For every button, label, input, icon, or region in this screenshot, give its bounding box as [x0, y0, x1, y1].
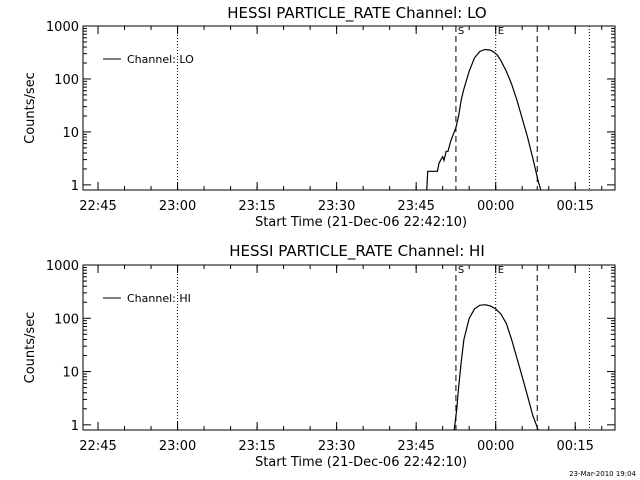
y-axis-label: Counts/sec	[23, 72, 38, 144]
x-tick-label: 23:15	[238, 439, 275, 454]
x-tick-label: 23:00	[159, 199, 196, 214]
marker-label-s: S	[458, 265, 464, 276]
panel-lo: HESSI PARTICLE_RATE Channel: LO 22:45 23:0…	[23, 4, 616, 230]
x-tick-label: 00:00	[477, 439, 514, 454]
plot-frame	[82, 264, 616, 431]
chart-title: HESSI PARTICLE_RATE Channel: HI	[229, 242, 485, 261]
x-tick-label: 22:45	[79, 199, 116, 214]
x-tick-label: 23:15	[238, 199, 275, 214]
y-tick-label: 1000	[46, 20, 79, 35]
y-tick-label: 100	[54, 312, 79, 327]
x-tick-label: 23:30	[318, 199, 355, 214]
marker-label-e: E	[498, 26, 504, 37]
y-tick-label: 10	[62, 126, 79, 141]
y-axis-label: Counts/sec	[23, 312, 38, 384]
chart-title: HESSI PARTICLE_RATE Channel: LO	[227, 4, 486, 23]
series-line	[453, 304, 539, 430]
y-tick-label: 100	[54, 73, 79, 88]
plot-frame	[82, 25, 616, 191]
marker-label-s: S	[458, 26, 464, 37]
x-tick-label: 00:15	[556, 439, 593, 454]
y-tick-label: 10	[62, 366, 79, 381]
x-tick-label: 00:15	[556, 199, 593, 214]
x-axis-label: Start Time (21-Dec-06 22:42:10)	[255, 455, 467, 470]
marker-label-e: E	[498, 265, 504, 276]
x-tick-label: 23:00	[159, 439, 196, 454]
y-tick-label: 1000	[46, 259, 79, 274]
x-axis-label: Start Time (21-Dec-06 22:42:10)	[255, 215, 467, 230]
legend-label: Channel: LO	[127, 53, 194, 66]
x-tick-label: 00:00	[477, 199, 514, 214]
y-tick-label: 1	[71, 179, 79, 194]
series-line	[426, 48, 542, 190]
panel-hi: HESSI PARTICLE_RATE Channel: HI 22:45 23:0…	[23, 242, 616, 470]
x-tick-label: 23:30	[318, 439, 355, 454]
x-tick-label: 23:45	[397, 199, 434, 214]
x-tick-label: 22:45	[79, 439, 116, 454]
legend-label: Channel: HI	[127, 292, 191, 305]
timestamp: 23-Mar-2010 19:04	[569, 470, 636, 478]
x-tick-label: 23:45	[397, 439, 434, 454]
y-tick-label: 1	[71, 419, 79, 434]
